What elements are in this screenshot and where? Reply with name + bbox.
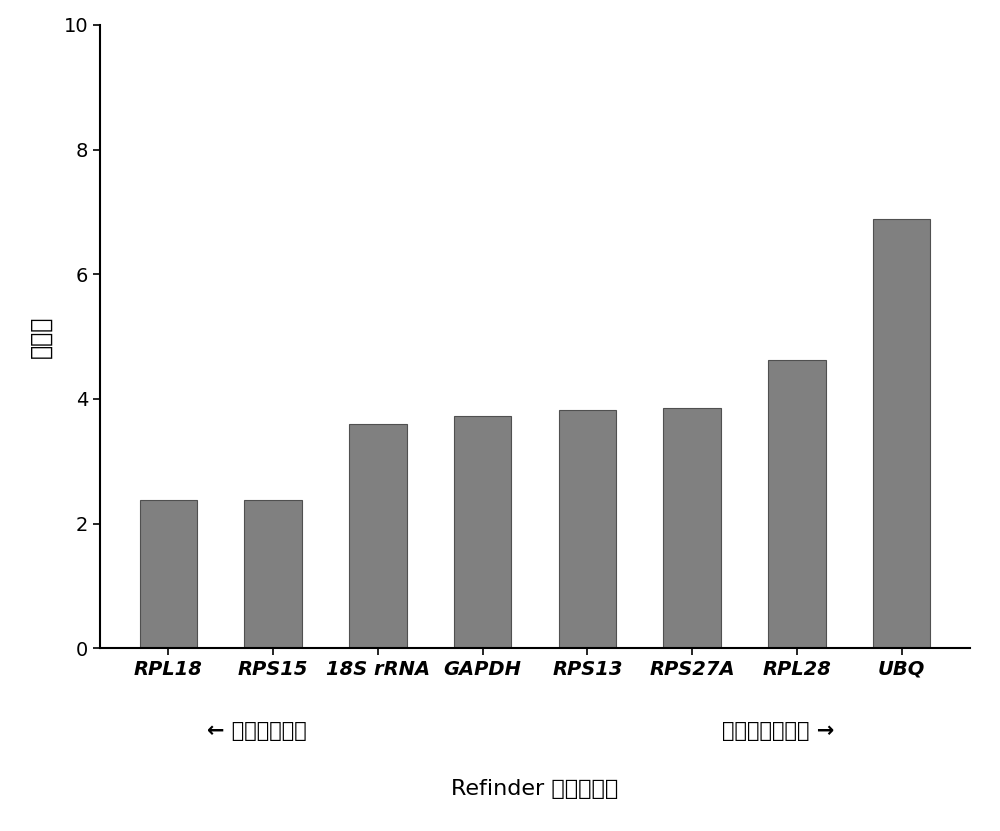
Bar: [663, 407, 721, 648]
Text: Refinder 综合评价法: Refinder 综合评价法: [451, 779, 619, 799]
Text: ← 最稳定的基因: ← 最稳定的基因: [207, 721, 306, 741]
Bar: [559, 411, 616, 648]
Bar: [244, 500, 302, 648]
Bar: [768, 361, 826, 648]
Bar: [349, 425, 407, 648]
Y-axis label: 稳定値: 稳定値: [28, 316, 52, 357]
Bar: [873, 219, 930, 648]
Bar: [454, 416, 511, 648]
Bar: [140, 500, 197, 648]
Text: 最不稳定的基因 →: 最不稳定的基因 →: [722, 721, 835, 741]
